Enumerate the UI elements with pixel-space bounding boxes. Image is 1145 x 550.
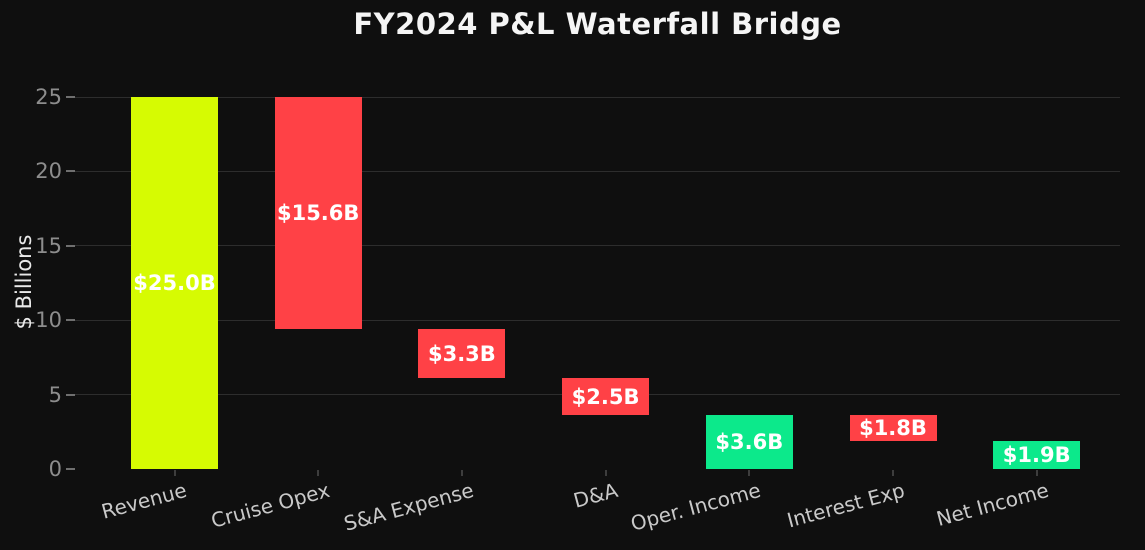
chart-title: FY2024 P&L Waterfall Bridge	[353, 7, 842, 41]
y-tick-mark	[66, 319, 75, 322]
x-tick-mark	[173, 470, 176, 476]
gridline	[75, 170, 1120, 172]
bar-net-income: $1.9B	[993, 440, 1081, 469]
gridline	[75, 319, 1120, 321]
y-tick-mark	[66, 244, 75, 247]
y-tick-mark	[66, 393, 75, 396]
x-tick-mark	[748, 470, 751, 476]
bar-oper-income: $3.6B	[705, 415, 793, 469]
x-tick-mark	[604, 470, 607, 476]
gridline	[75, 96, 1120, 98]
y-tick-mark	[66, 96, 75, 98]
x-tick-mark	[460, 470, 463, 476]
y-tick-label: 5	[48, 382, 62, 407]
bar-interest-exp: $1.8B	[849, 415, 937, 441]
bar-value-label: $3.3B	[427, 341, 496, 366]
bar-value-label: $25.0B	[133, 271, 216, 295]
y-tick-label: 15	[35, 233, 62, 258]
bar-value-label: $3.6B	[715, 430, 784, 455]
bar-value-label: $15.6B	[276, 201, 360, 226]
bar-revenue: $25.0B	[131, 97, 218, 469]
y-tick-mark	[66, 170, 75, 173]
bar-s-a-expense: $3.3B	[418, 329, 506, 379]
y-tick-label: 0	[48, 457, 62, 481]
x-tick-mark	[892, 470, 894, 476]
y-tick-label: 25	[35, 85, 62, 109]
y-tick-label: 10	[35, 308, 62, 333]
x-tick-mark	[317, 470, 320, 476]
bar-cruise-opex: $15.6B	[274, 97, 362, 330]
x-tick-mark	[1035, 470, 1038, 476]
y-axis-label: $ Billions	[12, 234, 36, 330]
bar-value-label: $1.8B	[859, 416, 927, 441]
bar-value-label: $2.5B	[571, 384, 640, 409]
y-tick-label: 20	[35, 159, 62, 184]
bar-d-a: $2.5B	[562, 378, 650, 416]
bar-value-label: $1.9B	[1002, 442, 1071, 467]
y-tick-mark	[66, 468, 75, 470]
gridline	[75, 245, 1120, 247]
